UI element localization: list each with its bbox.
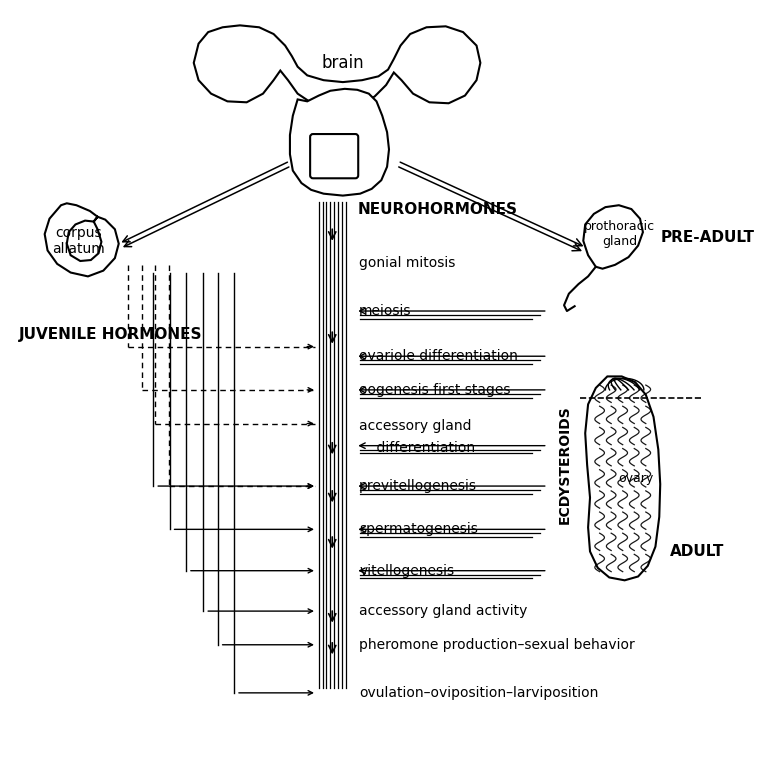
FancyBboxPatch shape: [310, 134, 358, 178]
Text: accessory gland activity: accessory gland activity: [359, 604, 527, 618]
Text: ECDYSTEROIDS: ECDYSTEROIDS: [558, 406, 572, 524]
Text: brain: brain: [322, 54, 364, 72]
Text: oogenesis first stages: oogenesis first stages: [359, 383, 511, 397]
Polygon shape: [194, 26, 480, 107]
Polygon shape: [45, 204, 119, 276]
Text: ovary: ovary: [618, 472, 654, 485]
Text: vitellogenesis: vitellogenesis: [359, 563, 454, 577]
Text: ovariole differentiation: ovariole differentiation: [359, 349, 518, 363]
Text: gonial mitosis: gonial mitosis: [359, 256, 456, 270]
Polygon shape: [290, 89, 389, 196]
Text: ovulation–oviposition–larviposition: ovulation–oviposition–larviposition: [359, 686, 598, 700]
Text: accessory gland: accessory gland: [359, 420, 472, 433]
Polygon shape: [584, 205, 643, 269]
Text: previtellogenesis: previtellogenesis: [359, 479, 477, 493]
Text: NEUROHORMONES: NEUROHORMONES: [357, 201, 517, 217]
Text: JUVENILE HORMONES: JUVENILE HORMONES: [18, 327, 203, 341]
Text: meiosis: meiosis: [359, 304, 412, 318]
Text: pheromone production–sexual behavior: pheromone production–sexual behavior: [359, 638, 635, 652]
Text: ADULT: ADULT: [670, 544, 725, 559]
Text: differentiation: differentiation: [359, 440, 475, 454]
Text: corpus
allatum: corpus allatum: [52, 226, 105, 256]
Text: spermatogenesis: spermatogenesis: [359, 522, 478, 536]
Text: PRE-ADULT: PRE-ADULT: [660, 231, 755, 245]
Text: prothoracic
gland: prothoracic gland: [584, 220, 655, 248]
